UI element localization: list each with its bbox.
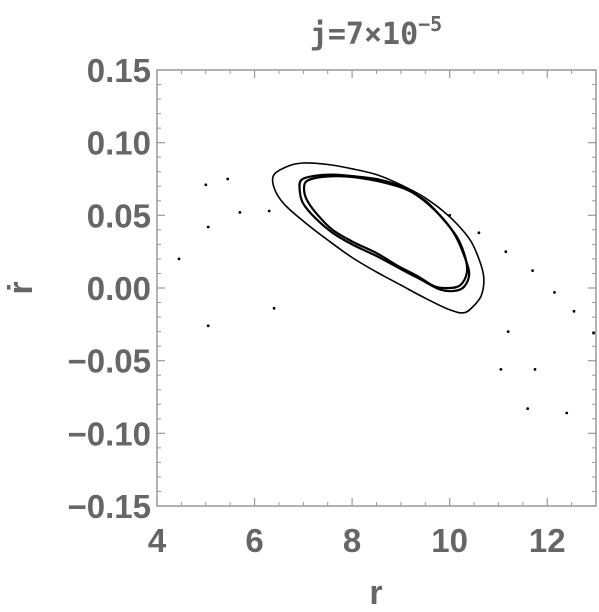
x-tick-label: 12 xyxy=(529,522,566,559)
x-axis-label: r xyxy=(369,574,382,612)
x-tick-label: 10 xyxy=(431,522,468,559)
axis-ticks: 4 6 8 10 12 0.15 0.10 0.05 0.00 −0.05 −0.10 −0.15 xyxy=(68,52,597,559)
data-series xyxy=(177,162,595,415)
scatter-point xyxy=(499,368,503,371)
scatter-point xyxy=(238,211,242,214)
x-tick-label: 4 xyxy=(148,522,167,559)
scatter-point xyxy=(206,225,210,229)
plot-frame xyxy=(156,69,597,507)
y-tick-label: −0.15 xyxy=(68,488,152,525)
scatter-point xyxy=(504,250,508,254)
y-axis-label: ṙ xyxy=(2,281,40,294)
scatter-point xyxy=(592,331,595,335)
scatter-point xyxy=(506,330,510,333)
y-tick-label: 0.00 xyxy=(87,270,151,307)
scatter-point xyxy=(177,257,181,261)
orbit-curve-2 xyxy=(302,175,469,290)
x-tick-label: 6 xyxy=(245,522,263,559)
y-tick-label: 0.10 xyxy=(87,125,151,162)
y-tick-label: 0.05 xyxy=(87,197,151,234)
y-tick-label: −0.10 xyxy=(68,415,152,452)
scatter-point xyxy=(226,177,230,181)
scatter-point xyxy=(572,309,576,313)
scatter-point xyxy=(531,269,534,272)
chart-title-exponent: −5 xyxy=(418,12,442,36)
scatter-point xyxy=(477,231,481,235)
scatter-point xyxy=(553,291,556,294)
scatter-point xyxy=(565,411,569,415)
orbit-curve-0 xyxy=(271,162,485,314)
orbit-curve-1 xyxy=(298,173,471,293)
chart-title-base: j=7×10 xyxy=(310,17,418,52)
x-tick-label: 8 xyxy=(343,522,361,559)
scatter-point xyxy=(206,324,210,328)
scatter-point xyxy=(526,407,530,410)
scatter-point xyxy=(204,183,208,187)
scatter-point xyxy=(448,213,452,217)
scatter-point xyxy=(267,209,271,213)
y-tick-label: −0.05 xyxy=(68,343,152,380)
chart-title: j=7×10−5 xyxy=(310,12,442,52)
scatter-point xyxy=(533,368,537,371)
y-tick-label: 0.15 xyxy=(87,52,151,89)
scatter-point xyxy=(272,306,276,310)
